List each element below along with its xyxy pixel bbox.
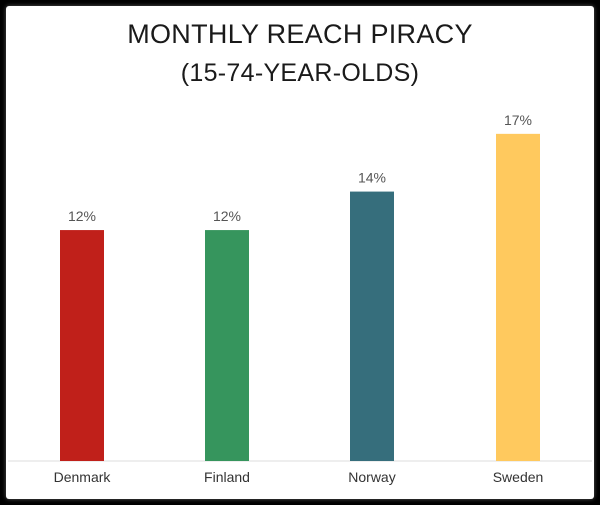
x-tick-label-norway: Norway [348,469,395,485]
data-labels-group: 12% 12% 14% 17% [68,112,532,224]
bars-group [60,133,540,462]
x-tick-labels-group: Denmark Finland Norway Sweden [54,469,544,485]
x-tick-label-denmark: Denmark [54,469,112,485]
chart-title: MONTHLY REACH PIRACY [127,19,473,49]
data-label-denmark: 12% [68,208,96,224]
bar-finland [205,230,249,461]
x-tick-label-sweden: Sweden [493,469,544,485]
data-label-finland: 12% [213,208,241,224]
bar-norway [350,191,394,461]
chart-subtitle: (15-74-YEAR-OLDS) [180,59,420,87]
x-tick-label-finland: Finland [204,469,250,485]
bar-sweden [496,133,540,462]
bar-denmark [60,230,104,461]
data-label-sweden: 17% [504,112,532,128]
data-label-norway: 14% [358,170,386,186]
